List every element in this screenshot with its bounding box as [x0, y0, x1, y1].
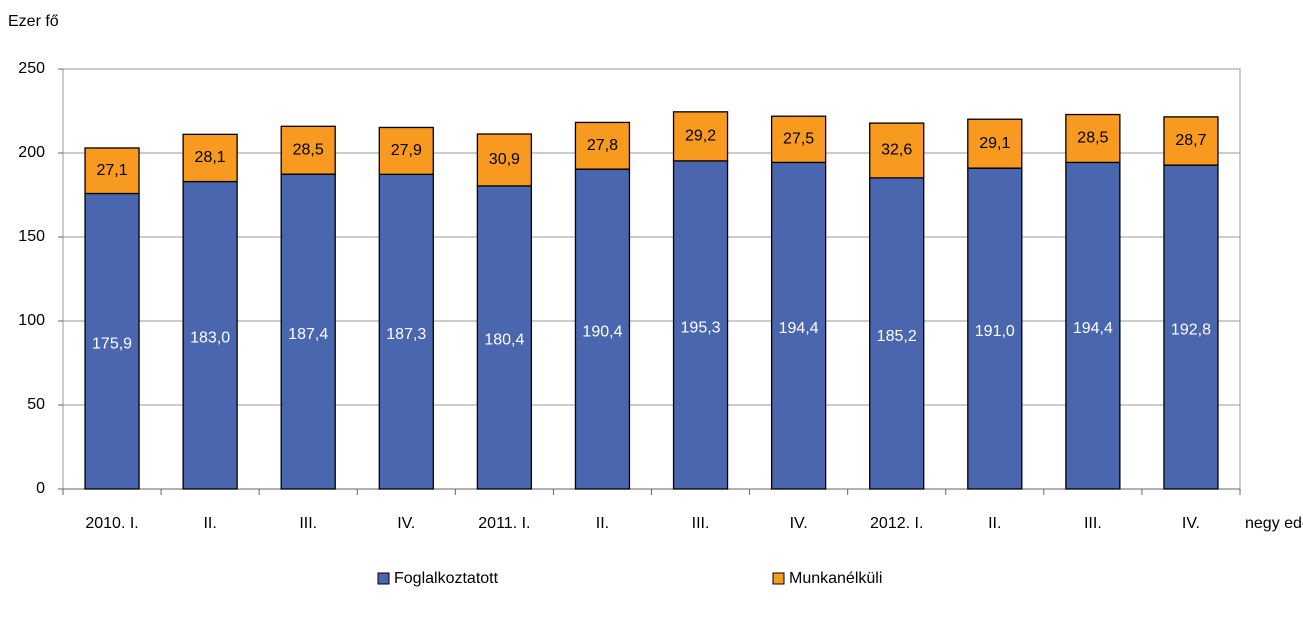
- bar-segment: [1065, 161, 1121, 490]
- bar-segment: [967, 167, 1023, 490]
- x-tick-label: IV.: [397, 515, 415, 532]
- value-label: 29,1: [979, 135, 1010, 152]
- bar-segment: [378, 173, 434, 490]
- bar-segment: [770, 115, 827, 164]
- x-axis-label: negy edév: [1245, 515, 1303, 532]
- value-label: 28,7: [1175, 132, 1206, 149]
- value-label: 27,1: [96, 162, 127, 179]
- value-label: 28,5: [1077, 130, 1108, 147]
- bar-segment: [869, 177, 925, 490]
- y-tick-label: 250: [18, 60, 45, 77]
- legend-label: Foglalkoztatott: [394, 570, 499, 587]
- x-tick-label: 2010. I.: [85, 515, 138, 532]
- bar-segment: [1163, 164, 1219, 490]
- value-label: 28,5: [293, 141, 324, 158]
- bar-segment: [476, 185, 533, 490]
- y-tick-label: 0: [36, 480, 45, 497]
- value-label: 28,1: [195, 149, 226, 166]
- value-label: 190,4: [582, 323, 622, 340]
- bar-segment: [378, 126, 434, 175]
- x-tick-label: IV.: [790, 515, 808, 532]
- value-label: 27,5: [783, 131, 814, 148]
- bar-segment: [770, 161, 827, 490]
- bar-segment: [1163, 116, 1219, 166]
- x-tick-label: 2012. I.: [870, 515, 923, 532]
- bar-segment: [280, 173, 336, 490]
- x-tick-label: IV.: [1182, 515, 1200, 532]
- y-tick-label: 50: [27, 396, 45, 413]
- bar-segment: [672, 111, 729, 162]
- x-tick-label: III.: [299, 515, 317, 532]
- x-tick-label: II.: [203, 515, 216, 532]
- bar-segment: [182, 133, 238, 183]
- x-tick-label: III.: [1084, 515, 1102, 532]
- value-label: 175,9: [92, 335, 132, 352]
- x-tick-label: 2011. I.: [478, 515, 530, 532]
- bar-segment: [967, 118, 1023, 169]
- legend-swatch: [377, 572, 390, 585]
- value-label: 27,9: [391, 142, 422, 159]
- y-tick-label: 200: [18, 144, 45, 161]
- value-label: 183,0: [190, 330, 230, 347]
- value-label: 195,3: [681, 319, 721, 336]
- value-label: 194,4: [779, 320, 819, 337]
- x-tick-label: II.: [596, 515, 609, 532]
- value-label: 180,4: [484, 332, 524, 349]
- legend-swatch: [772, 572, 785, 585]
- value-label: 30,9: [489, 151, 520, 168]
- bar-segment: [84, 147, 140, 195]
- value-label: 185,2: [877, 328, 917, 345]
- x-tick-label: III.: [692, 515, 710, 532]
- x-tick-label: II.: [988, 515, 1001, 532]
- y-tick-label: 150: [18, 228, 45, 245]
- value-label: 29,2: [685, 128, 716, 145]
- plot-area: [62, 68, 1241, 490]
- bar-segment: [84, 192, 140, 490]
- y-axis-label: Ezer fő: [8, 13, 59, 30]
- bar-segment: [182, 180, 238, 490]
- bar-segment: [672, 160, 729, 490]
- bar-segment: [574, 168, 631, 490]
- value-label: 192,8: [1171, 322, 1211, 339]
- bar-segment: [280, 125, 336, 175]
- bar-segment: [869, 122, 925, 179]
- bar-segment: [1065, 113, 1121, 164]
- y-tick-label: 100: [18, 312, 45, 329]
- value-label: 191,0: [975, 323, 1015, 340]
- value-label: 32,6: [881, 142, 912, 159]
- value-label: 187,3: [386, 326, 426, 343]
- bar-segment: [476, 133, 533, 187]
- value-label: 194,4: [1073, 320, 1113, 337]
- legend-label: Munkanélküli: [789, 570, 882, 587]
- bar-segment: [574, 121, 631, 170]
- value-label: 187,4: [288, 326, 328, 343]
- value-label: 27,8: [587, 137, 618, 154]
